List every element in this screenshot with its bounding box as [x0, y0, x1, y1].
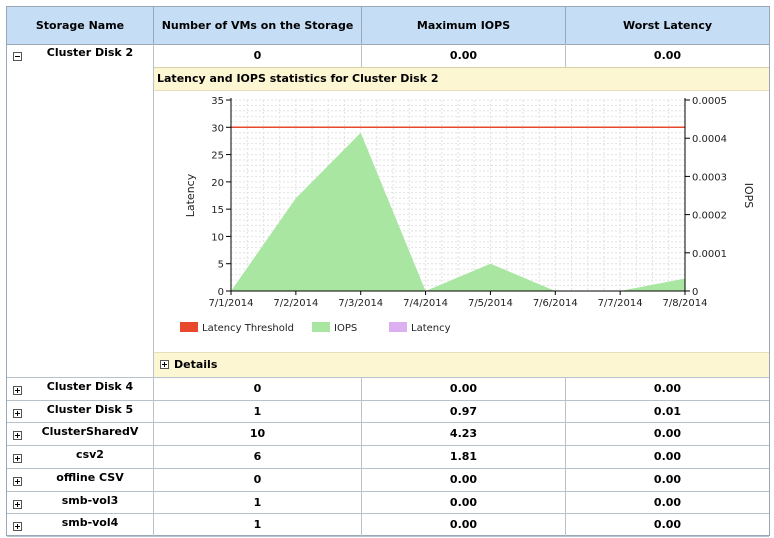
- x-tick-label: 7/1/2014: [209, 298, 254, 309]
- y-axis-title: Latency: [184, 173, 197, 217]
- legend-label: Latency Threshold: [202, 323, 294, 334]
- name-cell: smb-vol3: [7, 492, 154, 513]
- header-storage-name[interactable]: Storage Name: [7, 7, 154, 44]
- y-tick-label: 10: [211, 232, 224, 243]
- x-tick-label: 7/7/2014: [598, 298, 643, 309]
- worst-latency-cell: 0.00: [653, 49, 682, 62]
- worst-latency-cell: 0.01: [653, 405, 682, 418]
- legend-swatch: [312, 322, 330, 332]
- storage-name: Cluster Disk 2: [46, 46, 134, 59]
- legend-swatch: [180, 322, 198, 332]
- y-tick-label: 30: [211, 123, 224, 134]
- iops-area: [231, 132, 685, 291]
- details-bar[interactable]: Details: [154, 352, 769, 377]
- name-cell: ClusterSharedV: [7, 423, 154, 445]
- storage-name: Cluster Disk 4: [46, 380, 134, 393]
- expand-details-icon[interactable]: [160, 360, 169, 369]
- legend-label: IOPS: [334, 323, 357, 334]
- max-iops-cell: 0.97: [362, 401, 566, 422]
- vm-count-cell: 6: [154, 446, 362, 468]
- legend-label: Latency: [411, 323, 451, 334]
- max-iops-cell: 0.00: [362, 44, 566, 67]
- table-row[interactable]: Cluster Disk 4 0 0.00 0.00: [7, 378, 769, 401]
- stats-title: Latency and IOPS statistics for Cluster …: [154, 67, 769, 91]
- x-tick-label: 7/3/2014: [338, 298, 383, 309]
- x-tick-label: 7/8/2014: [663, 298, 708, 309]
- storage-name: smb-vol3: [61, 494, 119, 507]
- expand-row-icon[interactable]: [13, 522, 22, 531]
- expand-row-icon[interactable]: [13, 500, 22, 509]
- x-tick-label: 7/6/2014: [533, 298, 578, 309]
- y-tick-label: 25: [211, 151, 224, 162]
- latency-iops-chart: 0 5 10 15 20 25 30 35 0 0.0001 0.0002 0.0003 0.0004 0…: [180, 96, 755, 334]
- y2-tick-label: 0.0003: [692, 172, 727, 183]
- name-cell: Cluster Disk 5: [7, 401, 154, 422]
- worst-latency-cell: 0.00: [653, 450, 682, 463]
- worst-latency-cell: 0.00: [653, 496, 682, 509]
- y2-axis-title: IOPS: [742, 183, 755, 209]
- y2-tick-label: 0.0004: [692, 134, 727, 145]
- table-row[interactable]: Cluster Disk 5 1 0.97 0.01: [7, 401, 769, 423]
- worst-latency-cell: 0.00: [653, 518, 682, 531]
- legend-swatch: [389, 322, 407, 332]
- vm-count-cell: 10: [154, 423, 362, 445]
- y2-tick-label: 0: [692, 287, 698, 298]
- table-row[interactable]: offline CSV 0 0.00 0.00: [7, 469, 769, 492]
- x-tick-label: 7/2/2014: [273, 298, 318, 309]
- y-tick-label: 0: [218, 287, 224, 298]
- y-tick-label: 15: [211, 205, 224, 216]
- header-worst-latency[interactable]: Worst Latency: [622, 19, 713, 32]
- table-row[interactable]: smb-vol4 1 0.00 0.00: [7, 514, 769, 537]
- storage-name: smb-vol4: [61, 516, 119, 529]
- max-iops-cell: 0.00: [362, 514, 566, 536]
- vm-count-cell: 1: [154, 401, 362, 422]
- max-iops-cell: 0.00: [362, 378, 566, 400]
- worst-latency-cell: 0.00: [653, 473, 682, 486]
- header-max-iops[interactable]: Maximum IOPS: [362, 7, 566, 44]
- vm-count-cell: 1: [154, 514, 362, 536]
- expand-row-icon[interactable]: [13, 431, 22, 440]
- y2-tick-label: 0.0005: [692, 96, 727, 107]
- expand-row-icon[interactable]: [13, 386, 22, 395]
- storage-table: Storage Name Number of VMs on the Storag…: [6, 6, 770, 537]
- x-tick-label: 7/4/2014: [403, 298, 448, 309]
- storage-name: Cluster Disk 5: [46, 403, 134, 416]
- table-row[interactable]: ClusterSharedV 10 4.23 0.00: [7, 423, 769, 446]
- vm-count-cell: 0: [154, 44, 362, 67]
- name-cell: csv2: [7, 446, 154, 468]
- name-cell: smb-vol4: [7, 514, 154, 536]
- table-row[interactable]: smb-vol3 1 0.00 0.00: [7, 492, 769, 514]
- x-tick-label: 7/5/2014: [468, 298, 513, 309]
- collapse-icon[interactable]: [13, 52, 22, 61]
- storage-name: csv2: [76, 448, 104, 461]
- y-tick-label: 35: [211, 96, 224, 107]
- worst-latency-cell: 0.00: [653, 427, 682, 440]
- details-label: Details: [174, 358, 218, 371]
- expanded-row-cluster-disk-2: Cluster Disk 2 0 0.00 0.00 Latency and I…: [7, 44, 769, 378]
- y-tick-label: 5: [218, 260, 224, 271]
- vm-count-cell: 1: [154, 492, 362, 513]
- max-iops-cell: 1.81: [362, 446, 566, 468]
- y2-tick-label: 0.0001: [692, 249, 727, 260]
- y2-tick-label: 0.0002: [692, 211, 727, 222]
- table-header: Storage Name Number of VMs on the Storag…: [7, 7, 769, 45]
- vm-count-cell: 0: [154, 378, 362, 400]
- max-iops-cell: 0.00: [362, 469, 566, 491]
- storage-name: ClusterSharedV: [41, 425, 139, 438]
- worst-latency-cell: 0.00: [653, 382, 682, 395]
- name-cell: offline CSV: [7, 469, 154, 491]
- vm-count-cell: 0: [154, 469, 362, 491]
- y-tick-label: 20: [211, 178, 224, 189]
- max-iops-cell: 4.23: [362, 423, 566, 445]
- name-cell: Cluster Disk 4: [7, 378, 154, 400]
- table-row[interactable]: csv2 6 1.81 0.00: [7, 446, 769, 469]
- header-vm-count[interactable]: Number of VMs on the Storage: [154, 7, 362, 44]
- expand-row-icon[interactable]: [13, 454, 22, 463]
- expanded-row-name-cell: Cluster Disk 2: [7, 44, 154, 377]
- expand-row-icon[interactable]: [13, 409, 22, 418]
- storage-name: offline CSV: [56, 471, 124, 484]
- expand-row-icon[interactable]: [13, 477, 22, 486]
- max-iops-cell: 0.00: [362, 492, 566, 513]
